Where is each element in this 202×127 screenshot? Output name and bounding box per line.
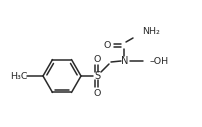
Text: O: O	[93, 54, 100, 64]
Text: O: O	[93, 89, 100, 98]
Text: S: S	[94, 71, 100, 81]
Text: O: O	[103, 41, 110, 50]
Text: NH₂: NH₂	[141, 28, 159, 36]
Text: –OH: –OH	[149, 57, 168, 66]
Text: N: N	[121, 56, 128, 66]
Text: H₃C: H₃C	[10, 72, 28, 81]
